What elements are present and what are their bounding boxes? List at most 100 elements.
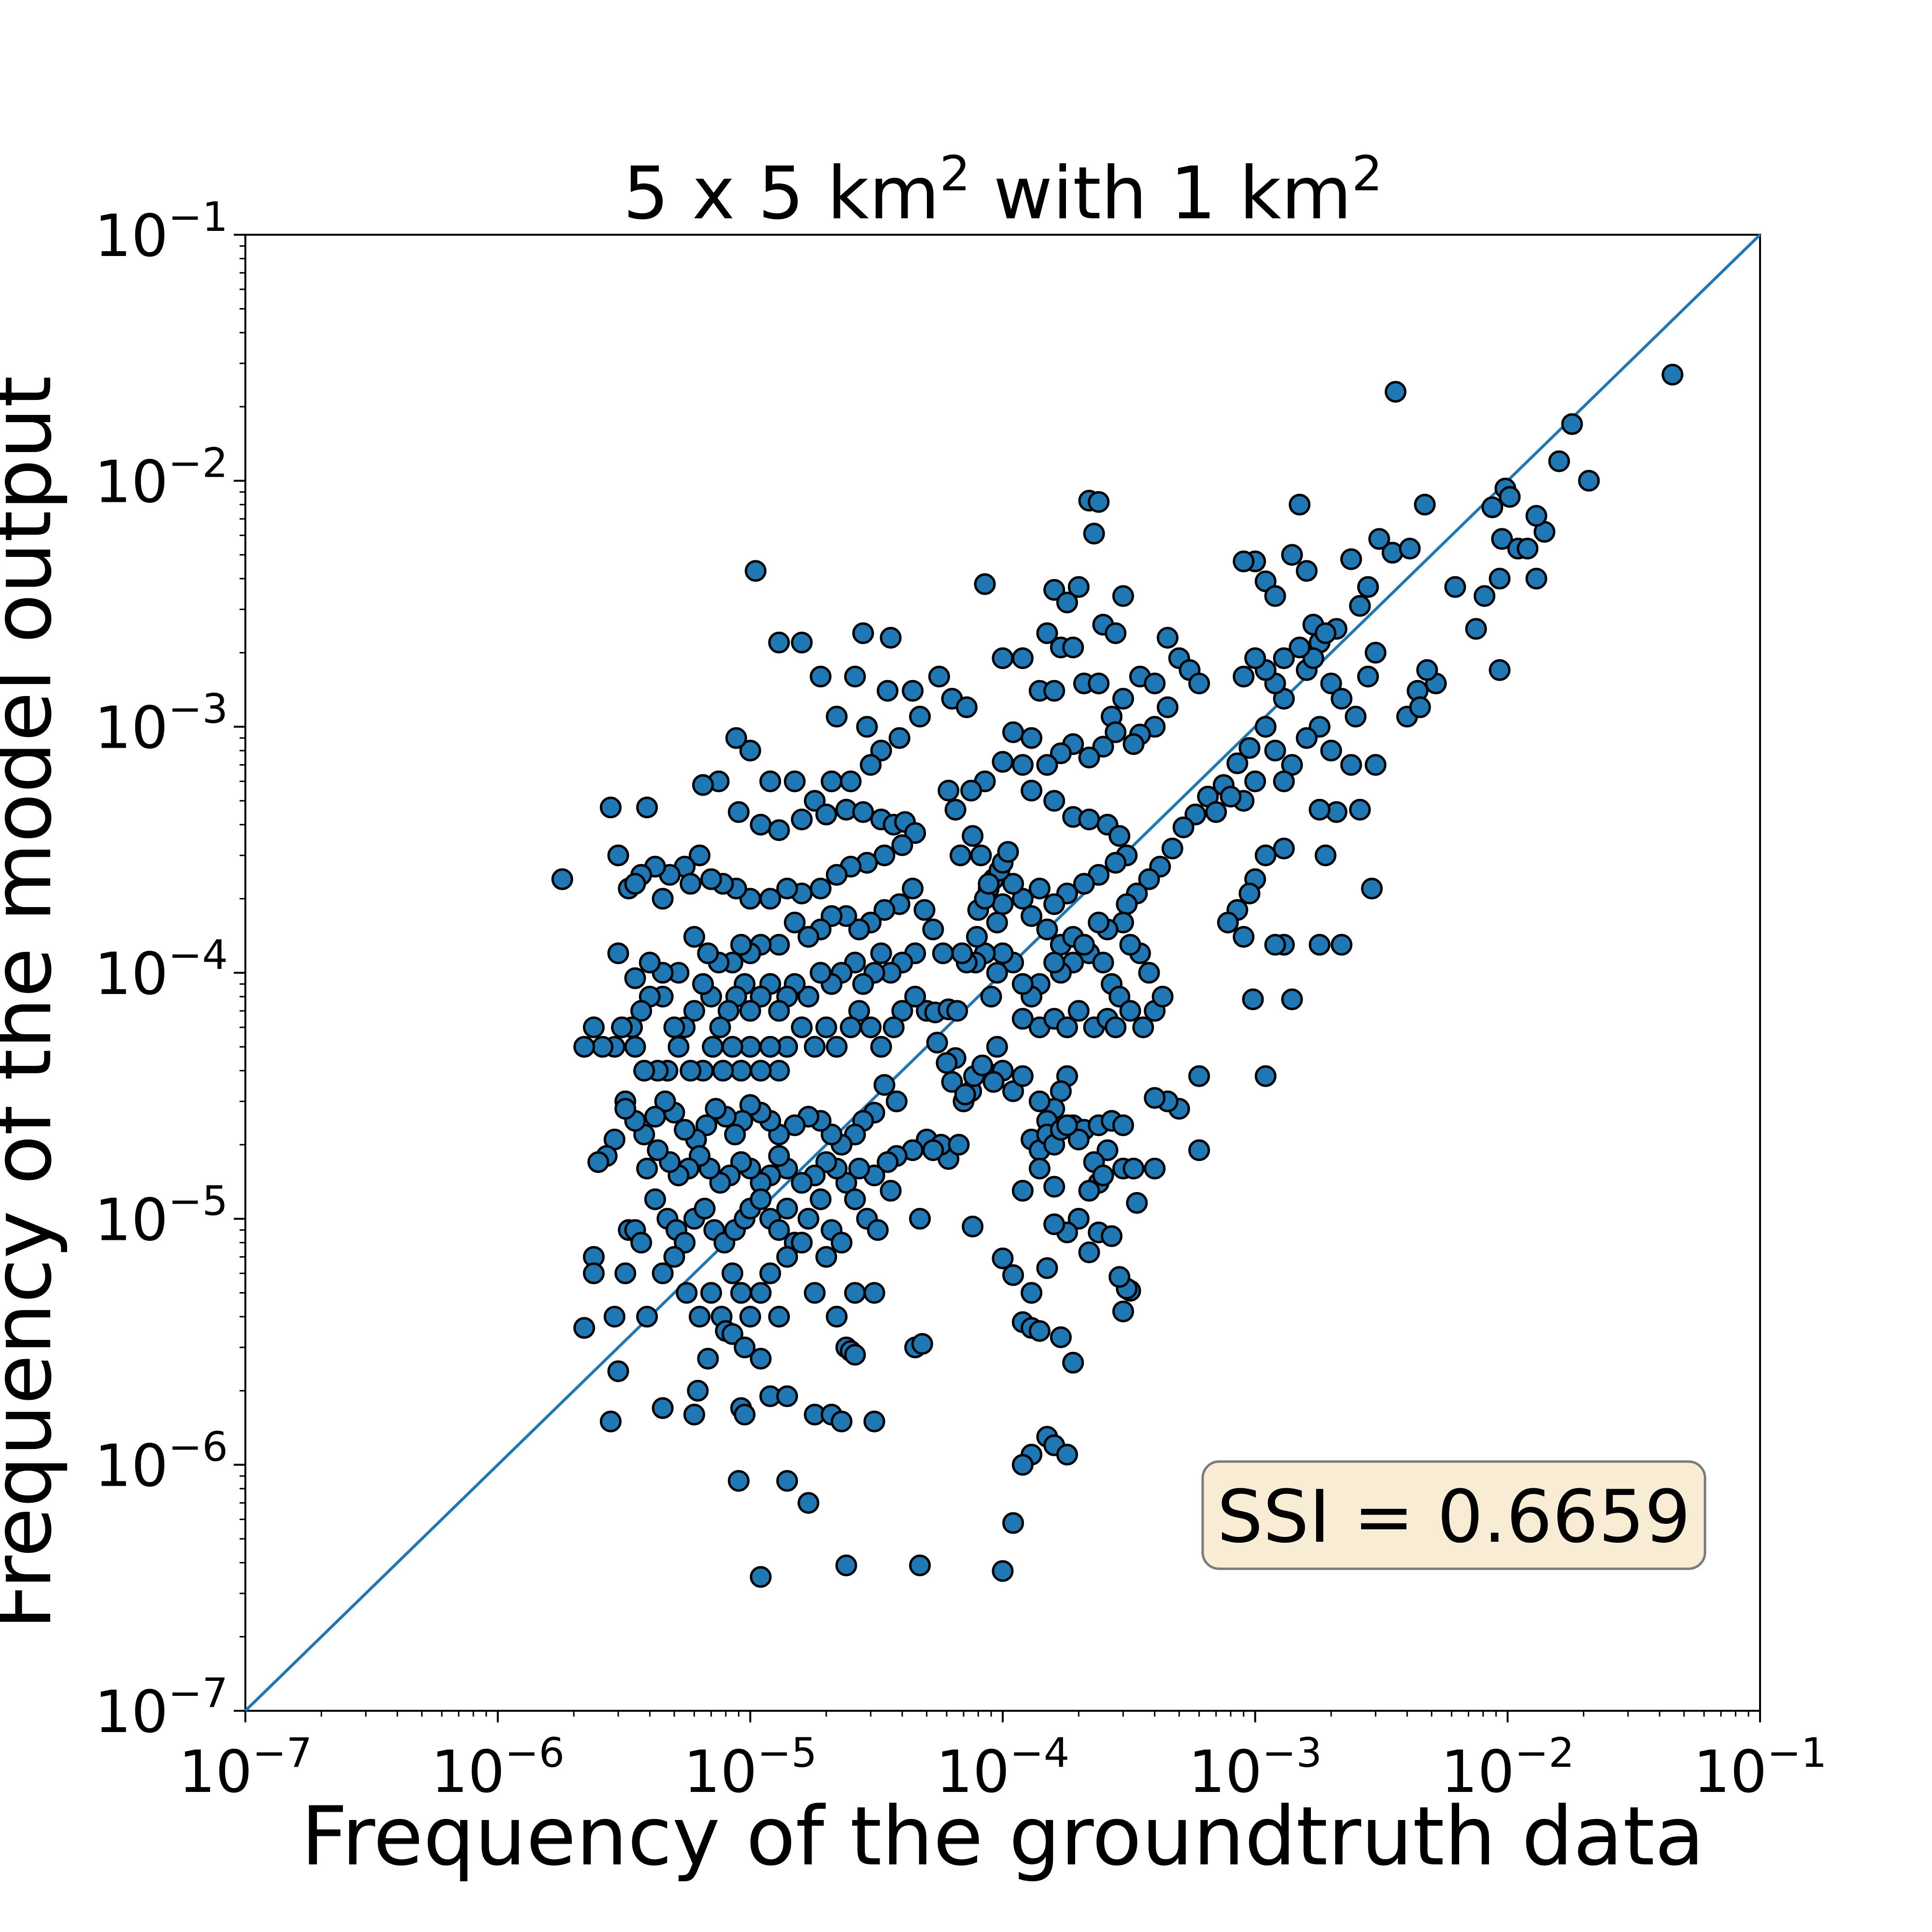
- data-point: [1088, 672, 1110, 695]
- data-point: [825, 864, 848, 886]
- data-point: [692, 774, 714, 796]
- data-point: [1112, 1300, 1134, 1322]
- x-tick-label: 10−2: [1441, 1729, 1575, 1806]
- data-point: [721, 1036, 743, 1058]
- data-point: [1105, 852, 1127, 874]
- data-point: [797, 985, 820, 1008]
- x-tick-label: 10−3: [1188, 1729, 1322, 1806]
- data-point: [1188, 1139, 1210, 1161]
- data-point: [1561, 413, 1583, 435]
- data-point: [630, 1000, 653, 1022]
- data-point: [1289, 494, 1311, 516]
- data-point: [911, 1333, 933, 1355]
- data-point: [1525, 568, 1548, 590]
- data-point: [1233, 666, 1255, 688]
- data-point: [1161, 838, 1183, 860]
- data-point: [709, 1016, 731, 1038]
- data-point: [647, 1139, 669, 1161]
- data-point: [776, 878, 798, 900]
- data-point: [1056, 1444, 1078, 1466]
- data-point: [1011, 1065, 1034, 1087]
- data-point: [982, 1071, 1005, 1093]
- data-point: [750, 1282, 772, 1304]
- data-point: [687, 1379, 709, 1402]
- data-point: [1002, 1512, 1024, 1534]
- data-point: [551, 868, 573, 890]
- data-point: [1481, 496, 1504, 518]
- data-point: [932, 942, 954, 965]
- data-point: [587, 1151, 610, 1173]
- data-point: [844, 1282, 866, 1304]
- data-point: [944, 798, 966, 821]
- data-point: [663, 1016, 685, 1038]
- data-point: [885, 1090, 908, 1112]
- data-point: [946, 1000, 968, 1022]
- data-point: [1067, 1000, 1090, 1022]
- x-tick-label: 10−1: [1693, 1729, 1827, 1806]
- data-point: [844, 1188, 866, 1210]
- data-point: [1205, 801, 1227, 823]
- data-point: [1314, 844, 1336, 867]
- chart-title-sup2: 2: [1352, 145, 1383, 202]
- data-point: [689, 1306, 710, 1328]
- data-point: [1036, 754, 1058, 776]
- data-point: [1349, 798, 1371, 821]
- data-point: [630, 1232, 653, 1254]
- data-point: [1238, 882, 1261, 905]
- data-point: [730, 1282, 752, 1304]
- data-point: [797, 1208, 820, 1230]
- data-point: [867, 1219, 889, 1241]
- data-point: [852, 801, 874, 823]
- data-point: [1092, 1165, 1114, 1187]
- data-point: [1357, 666, 1379, 688]
- data-point: [1062, 1351, 1084, 1374]
- data-point: [966, 926, 988, 948]
- data-point: [1036, 1257, 1058, 1279]
- data-point: [776, 1197, 798, 1220]
- data-point: [863, 1282, 885, 1304]
- data-point: [951, 942, 973, 965]
- data-point: [702, 1036, 724, 1058]
- data-point: [1028, 1090, 1051, 1112]
- data-point: [614, 1098, 637, 1120]
- data-point: [1314, 622, 1336, 644]
- data-point: [768, 1060, 790, 1082]
- data-point: [791, 1172, 813, 1194]
- data-point: [1138, 962, 1160, 984]
- data-point: [791, 809, 813, 831]
- data-point: [652, 1262, 674, 1284]
- data-point: [1067, 576, 1090, 598]
- data-point: [1295, 560, 1318, 582]
- data-point: [1144, 672, 1166, 695]
- data-point: [624, 873, 646, 895]
- data-point: [997, 841, 1019, 863]
- data-point: [992, 751, 1014, 773]
- data-point: [1002, 1264, 1024, 1286]
- data-point: [839, 1016, 862, 1038]
- data-point: [804, 1036, 826, 1058]
- data-point: [948, 1134, 970, 1156]
- data-point: [852, 973, 874, 995]
- data-point: [870, 942, 892, 965]
- data-point: [1368, 528, 1390, 550]
- data-point: [873, 1074, 895, 1096]
- data-point: [1073, 873, 1095, 895]
- data-point: [1331, 934, 1353, 956]
- data-point: [776, 1385, 798, 1407]
- data-point: [1320, 672, 1342, 695]
- data-point: [734, 1404, 756, 1426]
- data-point: [954, 1083, 976, 1106]
- data-point: [1096, 1139, 1119, 1161]
- chart-title-sup1: 2: [939, 145, 970, 202]
- data-point: [1043, 952, 1065, 974]
- data-point: [768, 1219, 790, 1241]
- data-point: [835, 1554, 857, 1577]
- data-point: [1056, 1016, 1078, 1038]
- data-point: [1067, 1128, 1090, 1151]
- data-point: [1295, 727, 1318, 749]
- data-point: [697, 942, 719, 965]
- data-point: [797, 1492, 820, 1514]
- data-point: [712, 1060, 734, 1082]
- data-point: [1011, 754, 1034, 776]
- data-point: [592, 1036, 614, 1058]
